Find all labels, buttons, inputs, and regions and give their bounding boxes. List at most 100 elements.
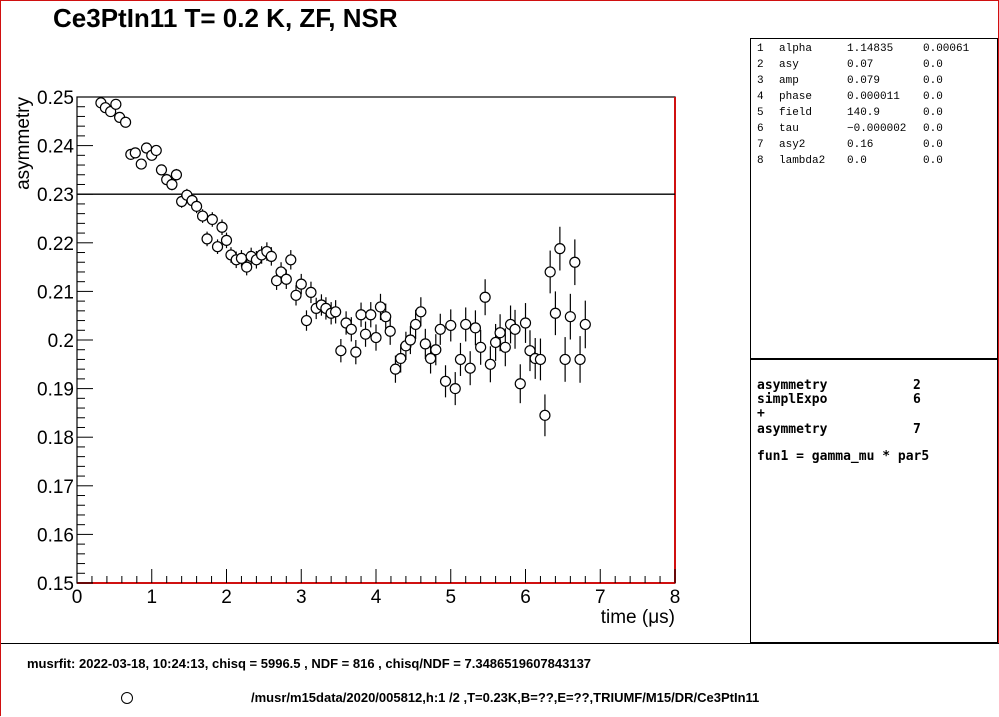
theory-param-index: 2 [913, 378, 921, 393]
data-point [419, 338, 431, 350]
y-tick-label: 0.19 [37, 380, 74, 401]
data-point [370, 331, 382, 344]
data-point [514, 378, 526, 390]
data-point [434, 323, 446, 335]
data-point [170, 169, 183, 181]
data-point [469, 322, 482, 334]
data-point [475, 341, 487, 353]
data-point [191, 200, 203, 212]
data-point [574, 353, 586, 366]
parameter-value: 0.0 [847, 155, 867, 167]
parameter-index: 4 [757, 91, 764, 103]
data-point [110, 98, 122, 110]
data-point [410, 318, 422, 331]
data-point [389, 363, 402, 375]
data-point [569, 256, 581, 268]
data-point [155, 164, 168, 176]
theory-param-index: 7 [913, 422, 921, 437]
fit-info-text: musrfit: 2022-03-18, 10:24:13, chisq = 5… [27, 656, 592, 671]
x-tick-label: 1 [146, 587, 157, 608]
parameter-name: asy2 [779, 139, 806, 151]
data-point [554, 243, 566, 255]
parameter-name: asy [779, 59, 799, 71]
x-axis-title: time (μs) [601, 607, 675, 628]
parameter-box: 1 alpha 1.14835 0.00061 2 asy 0.07 0.0 3 amp 0.079… [750, 38, 998, 359]
data-point [216, 221, 228, 233]
data-point [439, 375, 452, 387]
data-point [549, 307, 562, 319]
x-tick-label: 2 [221, 587, 232, 608]
data-point [330, 306, 342, 318]
theory-param-index: 6 [913, 392, 921, 407]
data-point [196, 210, 209, 222]
data-point [335, 345, 347, 357]
x-tick-label: 5 [445, 587, 456, 608]
function-line: fun1 = gamma_mu * par5 [757, 449, 930, 464]
data-point [449, 383, 461, 395]
data-point [265, 250, 277, 263]
data-point [479, 291, 491, 303]
data-point [445, 319, 457, 332]
data-point [359, 328, 372, 340]
data-point [490, 336, 502, 349]
theory-function-name: asymmetry [757, 378, 828, 393]
parameter-index: 2 [757, 59, 764, 71]
theory-function-name: asymmetry [757, 422, 828, 437]
data-point [464, 362, 476, 374]
parameter-value: 1.14835 [847, 43, 894, 55]
parameter-error: 0.0 [923, 123, 943, 135]
parameter-value: −0.000002 [847, 123, 907, 135]
data-point [241, 261, 253, 273]
parameter-error: 0.0 [923, 75, 943, 87]
x-tick-label: 7 [595, 587, 606, 608]
data-point [305, 286, 317, 298]
parameter-error: 0.00061 [923, 43, 970, 55]
data-point [220, 234, 233, 246]
parameter-name: lambda2 [779, 155, 826, 167]
data-point [135, 158, 147, 170]
data-point [380, 311, 392, 323]
data-point [119, 116, 132, 128]
data-point [559, 353, 571, 366]
y-tick-label: 0.15 [37, 574, 74, 595]
data-point [539, 409, 551, 421]
data-point [290, 289, 302, 301]
theory-function-name: + [757, 406, 765, 421]
data-point [395, 352, 407, 365]
data-point [454, 353, 467, 366]
fit-info-footer: musrfit: 2022-03-18, 10:24:13, chisq = 5… [1, 643, 999, 717]
data-point [285, 254, 297, 266]
x-tick-label: 4 [371, 587, 382, 608]
data-point [300, 314, 313, 327]
parameter-error: 0.0 [923, 155, 943, 167]
y-tick-label: 0.2 [48, 331, 74, 352]
parameter-error: 0.0 [923, 59, 943, 71]
data-point [460, 318, 472, 331]
parameter-name: alpha [779, 43, 813, 55]
parameter-value: 0.07 [847, 59, 874, 71]
parameter-name: tau [779, 123, 799, 135]
parameter-name: field [779, 107, 813, 119]
data-point [166, 178, 178, 191]
data-point [564, 311, 576, 323]
x-tick-label: 0 [72, 587, 83, 608]
data-point [415, 306, 427, 318]
parameter-index: 8 [757, 155, 764, 167]
data-point [519, 317, 532, 329]
y-tick-label: 0.17 [37, 477, 74, 498]
data-point [211, 241, 224, 253]
data-point [494, 327, 506, 339]
data-point [206, 213, 218, 226]
parameter-value: 0.000011 [847, 91, 900, 103]
data-point [384, 325, 396, 337]
parameter-error: 0.0 [923, 107, 943, 119]
y-tick-label: 0.22 [37, 234, 74, 255]
x-tick-label: 3 [296, 587, 307, 608]
data-point [355, 309, 367, 321]
data-point [295, 278, 307, 290]
data-point [374, 301, 387, 313]
data-point [484, 358, 496, 370]
run-path-text: /musr/m15data/2020/005812,h:1 /2 ,T=0.23… [251, 690, 760, 705]
theory-box: fun1 = gamma_mu * par5 asymmetry 2 simplEx… [750, 359, 998, 643]
